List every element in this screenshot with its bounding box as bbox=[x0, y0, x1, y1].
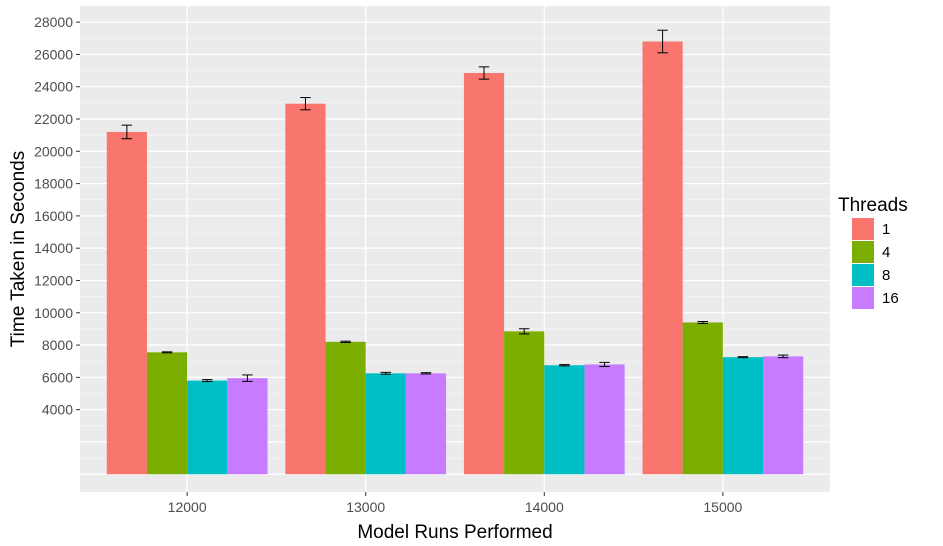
y-tick-label: 20000 bbox=[34, 143, 73, 159]
y-tick-label: 8000 bbox=[42, 337, 73, 353]
legend: Threads 1 4 8 16 bbox=[838, 195, 908, 309]
y-tick-label: 28000 bbox=[34, 14, 73, 30]
error-bar-16-13000 bbox=[420, 372, 432, 375]
bar-1-14000 bbox=[463, 73, 505, 475]
y-axis-title: Time Taken in Seconds bbox=[8, 151, 29, 347]
bar-16-14000 bbox=[584, 364, 625, 475]
error-bar-8-12000 bbox=[202, 379, 213, 383]
y-tick-label: 18000 bbox=[34, 176, 73, 192]
x-tick-label: 14000 bbox=[525, 499, 564, 515]
error-bar-1-14000 bbox=[478, 66, 490, 80]
legend-label-4: 4 bbox=[882, 244, 890, 261]
y-axis: 4000 6000 8000 10000 12000 14000 16000 18000 200… bbox=[34, 14, 80, 418]
x-tick-label: 13000 bbox=[346, 499, 385, 515]
bar-8-14000 bbox=[544, 365, 585, 475]
legend-key-4 bbox=[852, 241, 874, 263]
y-tick-label: 16000 bbox=[34, 208, 73, 224]
x-tick-label: 15000 bbox=[703, 499, 742, 515]
error-bar-8-15000 bbox=[737, 356, 749, 359]
legend-label-1: 1 bbox=[882, 221, 890, 238]
legend-key-8 bbox=[852, 264, 874, 286]
legend-label-8: 8 bbox=[882, 267, 890, 284]
bar-4-12000 bbox=[146, 352, 188, 475]
bar-8-15000 bbox=[722, 357, 764, 475]
bar-16-12000 bbox=[227, 378, 268, 475]
x-axis-title: Model Runs Performed bbox=[357, 522, 552, 543]
bar-1-15000 bbox=[642, 41, 683, 475]
y-tick-label: 24000 bbox=[34, 79, 73, 95]
error-bar-1-12000 bbox=[121, 124, 133, 140]
bar-16-15000 bbox=[763, 356, 804, 475]
y-tick-label: 26000 bbox=[34, 46, 73, 62]
y-tick-label: 4000 bbox=[42, 402, 73, 418]
legend-label-16: 16 bbox=[882, 290, 899, 307]
y-tick-label: 14000 bbox=[34, 240, 73, 256]
bar-16-13000 bbox=[405, 373, 447, 475]
bar-8-13000 bbox=[365, 373, 406, 475]
error-bar-4-15000 bbox=[697, 320, 708, 324]
error-bar-16-12000 bbox=[242, 374, 253, 382]
error-bar-8-14000 bbox=[559, 364, 570, 367]
bar-4-13000 bbox=[325, 341, 366, 475]
error-bar-4-12000 bbox=[161, 351, 173, 354]
bar-1-13000 bbox=[285, 103, 326, 475]
error-bar-4-14000 bbox=[518, 328, 530, 335]
error-bar-4-13000 bbox=[340, 340, 351, 343]
x-axis: 12000 13000 14000 15000 bbox=[168, 492, 743, 515]
error-bar-1-15000 bbox=[657, 29, 668, 54]
y-tick-label: 22000 bbox=[34, 111, 73, 127]
error-bar-1-13000 bbox=[300, 97, 311, 111]
y-tick-label: 6000 bbox=[42, 369, 73, 385]
legend-title: Threads bbox=[838, 195, 908, 216]
legend-key-16 bbox=[852, 287, 874, 309]
error-bar-16-14000 bbox=[599, 361, 610, 368]
y-tick-label: 12000 bbox=[34, 272, 73, 288]
error-bars bbox=[121, 29, 789, 383]
legend-key-1 bbox=[852, 218, 874, 240]
bar-4-15000 bbox=[682, 322, 723, 475]
error-bar-8-13000 bbox=[380, 371, 392, 375]
bars bbox=[106, 41, 804, 475]
y-tick-label: 10000 bbox=[34, 305, 73, 321]
x-tick-label: 12000 bbox=[168, 499, 207, 515]
error-bar-16-15000 bbox=[777, 354, 789, 359]
bar-1-12000 bbox=[106, 131, 147, 475]
bar-8-12000 bbox=[187, 380, 228, 475]
bar-4-14000 bbox=[504, 331, 545, 475]
